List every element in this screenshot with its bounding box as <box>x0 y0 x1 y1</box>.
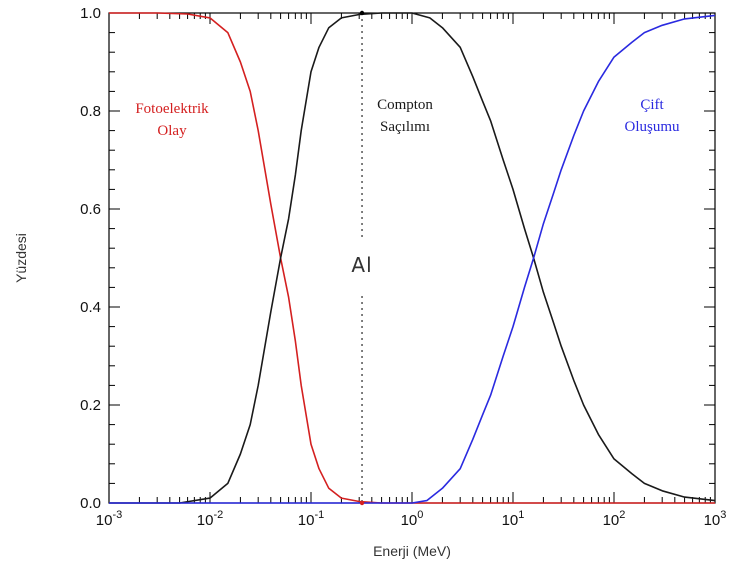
annotation-photoelectric-line: Fotoelektrik <box>135 101 209 117</box>
annotation-photoelectric-line: Olay <box>157 123 187 139</box>
series-line-photoelectric <box>109 12 715 504</box>
plot-frame <box>108 12 716 504</box>
x-axis-title: Enerji (MeV) <box>373 543 451 559</box>
annotation-pair-production-line: Çift <box>640 97 664 113</box>
y-tick-label: 0.4 <box>80 299 101 316</box>
marker-label: Al <box>351 253 372 277</box>
x-tick-label: 103 <box>704 509 727 529</box>
x-tick-label: 10-2 <box>197 509 223 529</box>
marker-dot-top <box>359 10 365 16</box>
x-tick-label: 10-3 <box>96 509 122 529</box>
plot-area: 10-3 10-2 10-1 100 101 102 103 0.0 0.2 0.4 0.6 0.8 1… <box>13 5 726 559</box>
y-tick-label: 0.2 <box>80 397 101 414</box>
marker-dot-bottom <box>359 500 365 506</box>
x-tick-label: 100 <box>401 509 424 529</box>
x-tick-label: 10-1 <box>298 509 324 529</box>
y-tick-label: 0.8 <box>80 103 101 120</box>
y-axis-title: Yüzdesi <box>13 233 29 283</box>
annotation-pair-production-line: Oluşumu <box>624 119 680 135</box>
annotation-compton-line: Saçılımı <box>380 119 430 135</box>
x-tick-label: 102 <box>603 509 626 529</box>
y-tick-label: 0.6 <box>80 201 101 218</box>
y-tick-label: 0.0 <box>80 495 101 512</box>
y-tick-label: 1.0 <box>80 5 101 22</box>
series-line-pair-production <box>109 14 716 504</box>
series-line-compton <box>109 12 716 504</box>
annotation-compton-line: Compton <box>377 97 433 113</box>
x-tick-label: 101 <box>502 509 525 529</box>
